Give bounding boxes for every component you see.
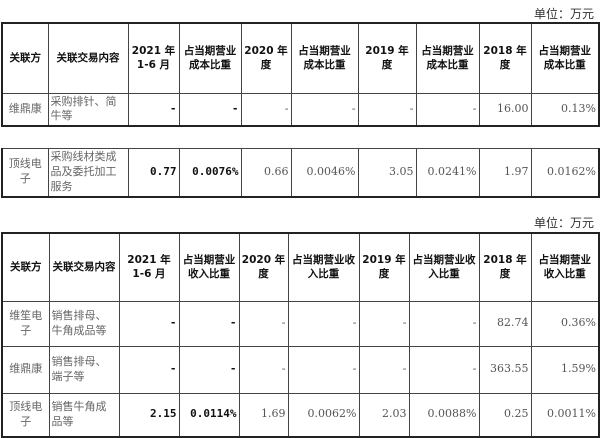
header-row: 关联方 关联交易内容 2021 年 1-6 月占当期营业成本比重 2020 年度 占当期…	[1, 22, 600, 94]
value-cell: -	[118, 300, 180, 347]
column-header: 2019 年度	[357, 22, 417, 94]
transaction-content: 销售排母、端子等	[48, 345, 120, 394]
column-header: 占当期营业成本比重	[178, 22, 242, 94]
transaction-content: 采购排针、简牛等	[47, 92, 129, 127]
value-cell: 0.0241%	[415, 147, 480, 198]
column-header: 2018 年度	[478, 22, 532, 94]
value-cell: -	[290, 92, 359, 127]
value-cell: 82.74	[478, 300, 532, 347]
sales-table: 关联方 关联交易内容 2021 年 1-6 月占当期营业收入比重 2020 年度 占当期…	[1, 232, 600, 438]
transaction-content: 销售牛角成品等	[48, 392, 120, 438]
column-header: 2020 年度	[238, 232, 289, 302]
value-cell: 0.13%	[530, 92, 600, 127]
value-cell: 2.15	[118, 392, 180, 438]
value-cell: -	[287, 300, 360, 347]
column-header: 占当期营业成本比重	[530, 22, 600, 94]
related-party: 维鼎康	[1, 92, 49, 127]
value-cell: -	[127, 92, 180, 127]
value-cell: 1.97	[478, 147, 532, 198]
value-cell: 0.36%	[530, 300, 600, 347]
value-cell: -	[238, 345, 289, 394]
value-cell: 0.0162%	[530, 147, 600, 198]
value-cell: -	[238, 300, 289, 347]
value-cell: -	[287, 345, 360, 394]
column-header: 占当期营业成本比重	[290, 22, 359, 94]
related-party: 维笙电子	[1, 300, 50, 347]
table-row: 维鼎康 采购排针、简牛等 - - - - - -16.00 0.13%	[1, 92, 600, 127]
column-header: 关联方	[1, 232, 50, 302]
value-cell: -	[358, 300, 410, 347]
value-cell: 2.03	[358, 392, 410, 438]
value-cell: 0.0062%	[287, 392, 360, 438]
value-cell: 0.0076%	[178, 147, 242, 198]
transaction-content: 销售排母、牛角成品等	[48, 300, 120, 347]
value-cell: 0.66	[240, 147, 292, 198]
header-row: 关联方 关联交易内容 2021 年 1-6 月占当期营业收入比重 2020 年度 占当期…	[1, 232, 600, 302]
column-header: 占当期营业收入比重	[178, 232, 240, 302]
column-header: 占当期营业收入比重	[287, 232, 360, 302]
value-cell: -	[178, 92, 242, 127]
unit-label: 单位：万元	[533, 7, 594, 21]
value-cell: -	[415, 92, 480, 127]
column-header: 2019 年度	[358, 232, 410, 302]
purchase-table-continued: 顶线电子 采购线材类成品及委托加工服务 0.77 0.0076% 0.66 0.0046%…	[1, 147, 600, 198]
transaction-content: 采购线材类成品及委托加工服务	[47, 147, 129, 198]
value-cell: 16.00	[478, 92, 532, 127]
value-cell: -	[178, 300, 240, 347]
unit-label-2: 单位：万元	[533, 216, 594, 230]
value-cell: 0.25	[478, 392, 532, 438]
value-cell: -	[118, 345, 180, 394]
table-row: 维笙电子 销售排母、牛角成品等 - - - - - -82.74 0.36%	[1, 300, 600, 347]
value-cell: -	[408, 345, 480, 394]
table-row: 顶线电子 采购线材类成品及委托加工服务 0.77 0.0076% 0.66 0.0046%…	[1, 147, 600, 198]
value-cell: 1.69	[238, 392, 289, 438]
value-cell: 0.0011%	[530, 392, 600, 438]
table-row: 维鼎康 销售排母、端子等 - - - - - -363.55 1.59%	[1, 345, 600, 394]
related-party: 维鼎康	[1, 345, 50, 394]
column-header: 2021 年 1-6 月	[127, 22, 180, 94]
column-header: 占当期营业收入比重	[408, 232, 480, 302]
value-cell: 0.77	[127, 147, 180, 198]
column-header: 2018 年度	[478, 232, 532, 302]
table-row: 顶线电子 销售牛角成品等 2.15 0.0114% 1.69 0.0062% 2.03 0.0…	[1, 392, 600, 438]
value-cell: -	[240, 92, 292, 127]
value-cell: 363.55	[478, 345, 532, 394]
column-header: 2021 年 1-6 月	[118, 232, 180, 302]
value-cell: 0.0088%	[408, 392, 480, 438]
column-header: 占当期营业成本比重	[415, 22, 480, 94]
value-cell: 1.59%	[530, 345, 600, 394]
related-party: 顶线电子	[1, 392, 50, 438]
column-header: 关联交易内容	[48, 232, 120, 302]
column-header: 关联交易内容	[47, 22, 129, 94]
value-cell: 0.0046%	[290, 147, 359, 198]
value-cell: 0.0114%	[178, 392, 240, 438]
value-cell: 3.05	[357, 147, 417, 198]
value-cell: -	[178, 345, 240, 394]
related-party: 顶线电子	[1, 147, 49, 198]
column-header: 2020 年度	[240, 22, 292, 94]
column-header: 关联方	[1, 22, 49, 94]
value-cell: -	[358, 345, 410, 394]
value-cell: -	[408, 300, 480, 347]
value-cell: -	[357, 92, 417, 127]
column-header: 占当期营业收入比重	[530, 232, 600, 302]
purchase-table: 关联方 关联交易内容 2021 年 1-6 月占当期营业成本比重 2020 年度 占当期…	[1, 22, 600, 128]
